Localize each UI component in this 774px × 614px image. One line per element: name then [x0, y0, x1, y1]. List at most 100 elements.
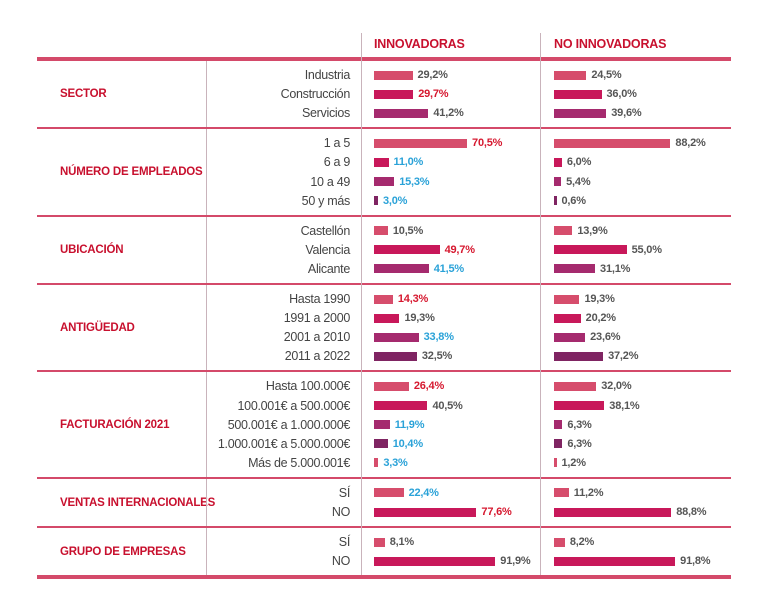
tick-label: Hasta 100.000€	[265, 379, 350, 394]
tick-label: 1.000.001€ a 5.000.000€	[217, 436, 350, 451]
tick-label: 10 a 49	[310, 174, 350, 189]
data-label-innovadoras: 70,5%	[472, 137, 503, 150]
data-label-no-innovadoras: 11,2%	[573, 486, 604, 499]
data-label-innovadoras: 14,3%	[397, 293, 429, 305]
header-innovadoras: INNOVADORAS	[374, 37, 465, 51]
bar-no-innovadoras	[554, 264, 596, 274]
bar-no-innovadoras	[554, 196, 557, 206]
bar-innovadoras	[374, 332, 419, 342]
bar-no-innovadoras	[554, 332, 586, 342]
category-label: ANTIGÜEDAD	[60, 321, 135, 334]
data-label-innovadoras: 40,5%	[432, 399, 463, 412]
data-label-no-innovadoras: 1,2%	[561, 456, 586, 469]
data-label-innovadoras: 10,4%	[392, 437, 423, 450]
data-label-innovadoras: 32,5%	[421, 350, 453, 363]
data-label-no-innovadoras: 88,8%	[676, 506, 707, 518]
data-label-no-innovadoras: 24,5%	[591, 69, 622, 81]
bar-innovadoras	[374, 196, 378, 206]
bar-no-innovadoras	[554, 108, 607, 118]
data-label-innovadoras: 19,3%	[404, 312, 435, 325]
group-divider	[37, 127, 731, 130]
bar-innovadoras	[374, 177, 395, 186]
bar-innovadoras	[374, 138, 468, 148]
data-label-innovadoras: 3,0%	[382, 194, 408, 207]
bar-innovadoras	[374, 157, 389, 167]
bar-innovadoras	[374, 70, 413, 80]
bar-no-innovadoras	[554, 294, 580, 304]
bar-innovadoras	[374, 245, 440, 255]
bar-no-innovadoras	[554, 226, 573, 236]
bar-no-innovadoras	[554, 70, 587, 80]
category-label: FACTURACIÓN 2021	[60, 418, 170, 431]
tick-label: 1991 a 2000	[283, 311, 351, 326]
top-rule	[37, 57, 731, 61]
tick-label: 6 a 9	[323, 155, 351, 170]
data-label-innovadoras: 91,9%	[500, 555, 531, 568]
data-label-innovadoras: 3,3%	[383, 456, 408, 469]
bar-innovadoras	[374, 507, 477, 517]
bar-no-innovadoras	[554, 439, 563, 449]
group-divider	[37, 283, 731, 285]
data-label-innovadoras: 11,0%	[393, 156, 424, 169]
label-separator	[206, 61, 207, 128]
category-label: NÚMERO DE EMPLEADOS	[60, 166, 203, 178]
data-label-innovadoras: 26,4%	[413, 380, 445, 393]
label-separator	[206, 285, 207, 371]
bar-no-innovadoras	[554, 458, 557, 468]
data-label-no-innovadoras: 31,1%	[600, 262, 631, 275]
category-label: VENTAS INTERNACIONALES	[60, 496, 216, 509]
data-label-innovadoras: 15,3%	[399, 175, 430, 188]
data-label-no-innovadoras: 6,0%	[566, 156, 592, 169]
bar-no-innovadoras	[554, 157, 562, 167]
data-label-no-innovadoras: 19,3%	[584, 293, 615, 305]
data-label-no-innovadoras: 37,2%	[608, 350, 639, 363]
bar-innovadoras	[374, 264, 429, 274]
bar-innovadoras	[374, 488, 404, 498]
data-label-no-innovadoras: 6,3%	[567, 437, 592, 450]
bar-no-innovadoras	[554, 420, 563, 430]
tick-label: SÍ	[338, 535, 351, 550]
bar-innovadoras	[374, 420, 390, 430]
category-label: GRUPO DE EMPRESAS	[60, 545, 186, 558]
label-separator	[206, 478, 207, 527]
data-label-no-innovadoras: 91,8%	[680, 555, 711, 568]
bar-no-innovadoras	[554, 488, 569, 498]
data-label-innovadoras: 29,7%	[418, 88, 449, 101]
group-divider	[37, 214, 731, 217]
tick-label: Industria	[304, 68, 351, 82]
data-label-innovadoras: 41,2%	[433, 107, 464, 120]
tick-label: 2011 a 2022	[284, 349, 351, 364]
data-label-no-innovadoras: 88,2%	[675, 137, 706, 150]
column-separator	[361, 33, 362, 576]
bar-no-innovadoras	[554, 89, 602, 99]
bar-innovadoras	[374, 108, 429, 118]
data-label-no-innovadoras: 8,2%	[569, 536, 595, 549]
bar-no-innovadoras	[554, 351, 604, 361]
data-label-innovadoras: 41,5%	[433, 262, 464, 275]
data-label-innovadoras: 77,6%	[481, 506, 512, 518]
data-label-no-innovadoras: 55,0%	[631, 243, 662, 256]
bar-innovadoras	[374, 537, 385, 547]
category-label: UBICACIÓN	[60, 243, 124, 256]
data-label-no-innovadoras: 36,0%	[606, 88, 637, 101]
data-label-no-innovadoras: 13,9%	[577, 224, 608, 237]
bar-no-innovadoras	[554, 138, 671, 148]
tick-label: Castellón	[300, 223, 351, 238]
bar-no-innovadoras	[554, 313, 581, 323]
tick-label: Hasta 1990	[289, 292, 350, 306]
bar-no-innovadoras	[554, 537, 565, 547]
data-label-innovadoras: 29,2%	[417, 69, 448, 81]
data-label-no-innovadoras: 0,6%	[561, 194, 586, 207]
bar-innovadoras	[374, 351, 417, 361]
label-separator	[206, 216, 207, 283]
bar-innovadoras	[374, 458, 379, 468]
tick-label: Construcción	[280, 87, 351, 102]
data-label-no-innovadoras: 20,2%	[585, 312, 616, 325]
data-label-no-innovadoras: 6,3%	[567, 418, 592, 431]
tick-label: 50 y más	[301, 193, 351, 208]
bar-innovadoras	[374, 381, 409, 391]
bar-no-innovadoras	[554, 381, 597, 391]
group-divider	[37, 476, 731, 479]
data-label-innovadoras: 11,9%	[394, 418, 425, 431]
data-label-innovadoras: 10,5%	[392, 224, 424, 237]
